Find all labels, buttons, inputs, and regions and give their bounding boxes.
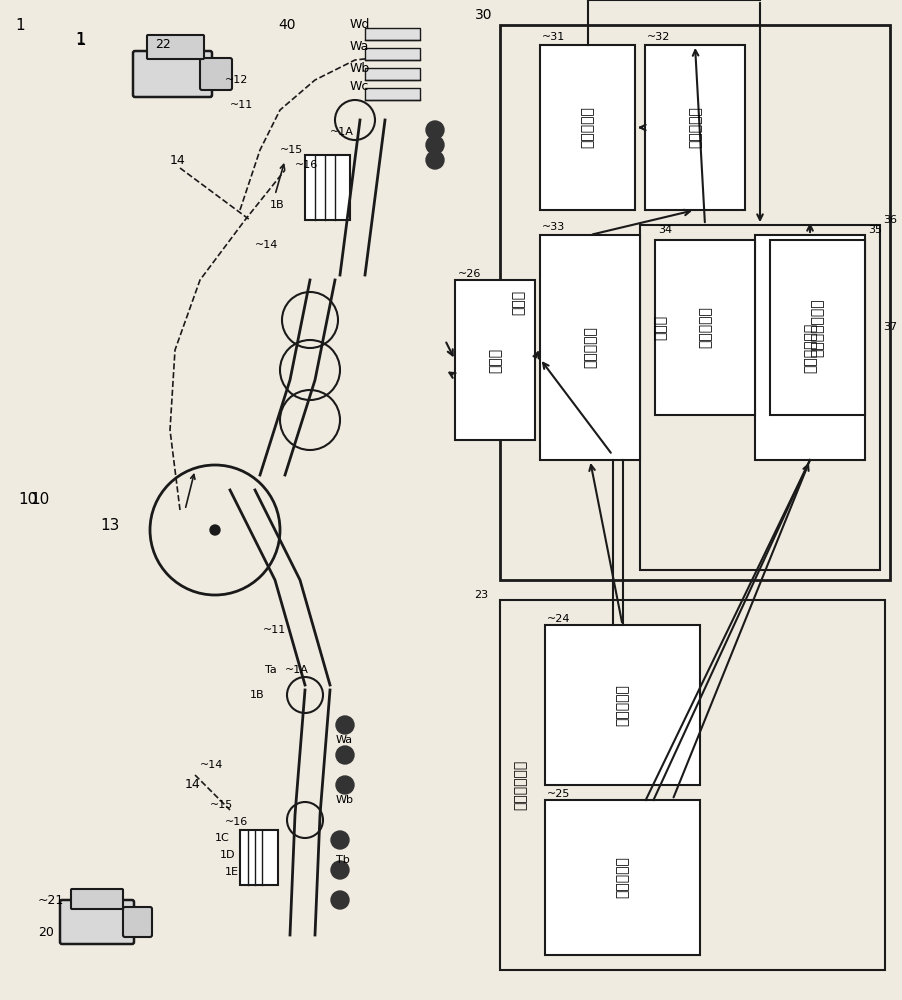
Text: ~31: ~31 — [542, 32, 566, 42]
FancyBboxPatch shape — [133, 51, 212, 97]
Text: 规则设定部: 规则设定部 — [688, 107, 702, 148]
Text: 位移量观测部: 位移量观测部 — [803, 322, 817, 373]
Text: ~32: ~32 — [647, 32, 670, 42]
Text: ~11: ~11 — [263, 625, 286, 635]
FancyBboxPatch shape — [200, 58, 232, 90]
Bar — [645, 45, 745, 210]
Text: 驱动控制部: 驱动控制部 — [581, 107, 594, 148]
Text: 30: 30 — [474, 8, 492, 22]
Text: 34: 34 — [658, 225, 672, 235]
Bar — [545, 625, 700, 785]
Bar — [240, 830, 278, 885]
Bar — [365, 48, 420, 60]
Circle shape — [426, 151, 444, 169]
Text: ~15: ~15 — [210, 800, 234, 810]
Text: 1E: 1E — [225, 867, 239, 877]
Bar — [640, 225, 880, 570]
Bar — [540, 45, 635, 210]
Text: ~16: ~16 — [295, 160, 318, 170]
Text: 输入部: 输入部 — [488, 347, 502, 373]
Text: 35: 35 — [868, 225, 882, 235]
Text: ~33: ~33 — [542, 222, 566, 232]
Text: ~25: ~25 — [547, 789, 570, 799]
Bar — [500, 600, 885, 970]
Text: 14: 14 — [185, 778, 201, 792]
Text: ~1A: ~1A — [285, 665, 308, 675]
Text: 报酬设定部: 报酬设定部 — [698, 307, 712, 348]
Text: Wb: Wb — [350, 62, 370, 75]
Text: 1: 1 — [15, 17, 24, 32]
Text: ~26: ~26 — [458, 269, 482, 279]
Bar — [365, 68, 420, 80]
Text: 22: 22 — [155, 38, 170, 51]
Circle shape — [336, 776, 354, 794]
Text: ~11: ~11 — [230, 100, 253, 110]
Text: 摄像机控制部: 摄像机控制部 — [513, 760, 527, 810]
Text: 10: 10 — [18, 492, 37, 508]
Text: 图像处理部: 图像处理部 — [615, 857, 630, 898]
Bar — [770, 240, 865, 415]
Text: Ta: Ta — [265, 665, 277, 675]
Text: 1C: 1C — [215, 833, 230, 843]
Text: 23: 23 — [474, 590, 488, 600]
Text: Tb: Tb — [336, 855, 350, 865]
Text: 10: 10 — [30, 492, 50, 508]
Circle shape — [331, 831, 349, 849]
Text: ~24: ~24 — [547, 614, 570, 624]
FancyBboxPatch shape — [147, 35, 204, 59]
Text: 37: 37 — [883, 322, 897, 332]
Bar — [365, 88, 420, 100]
Circle shape — [426, 121, 444, 139]
Circle shape — [210, 525, 220, 535]
Bar — [500, 25, 890, 580]
Text: 信息获取部: 信息获取部 — [583, 327, 597, 368]
Text: Wd: Wd — [350, 18, 371, 31]
Bar — [655, 240, 755, 415]
Text: 价値函数更新部: 价値函数更新部 — [811, 298, 824, 357]
Text: 36: 36 — [883, 215, 897, 225]
Bar — [545, 800, 700, 955]
Text: Wc: Wc — [350, 81, 370, 94]
Text: 1: 1 — [75, 31, 86, 49]
FancyBboxPatch shape — [71, 889, 123, 909]
Bar — [455, 280, 535, 440]
Text: ~21: ~21 — [38, 894, 64, 906]
Bar — [305, 155, 350, 220]
Text: 14: 14 — [170, 153, 186, 166]
Text: 1B: 1B — [250, 690, 264, 700]
Text: ~15: ~15 — [280, 145, 303, 155]
Text: ~14: ~14 — [255, 240, 279, 250]
Text: Wa: Wa — [350, 40, 370, 53]
Text: 20: 20 — [38, 926, 54, 938]
Circle shape — [336, 746, 354, 764]
Text: 1: 1 — [75, 32, 85, 47]
Bar — [365, 28, 420, 40]
Text: Wb: Wb — [336, 795, 354, 805]
Circle shape — [331, 861, 349, 879]
Bar — [755, 235, 865, 460]
Text: 1D: 1D — [220, 850, 235, 860]
FancyBboxPatch shape — [123, 907, 152, 937]
Text: 13: 13 — [100, 518, 119, 532]
Circle shape — [336, 716, 354, 734]
Circle shape — [331, 891, 349, 909]
FancyBboxPatch shape — [60, 900, 134, 944]
Text: Wa: Wa — [336, 735, 353, 745]
Circle shape — [426, 136, 444, 154]
Text: 40: 40 — [278, 18, 296, 32]
Text: ~1A: ~1A — [330, 127, 354, 137]
Text: 学习部: 学习部 — [653, 315, 667, 340]
Text: 控制部: 控制部 — [511, 290, 525, 315]
Text: 摄像控制部: 摄像控制部 — [615, 684, 630, 726]
Bar — [540, 235, 640, 460]
Text: ~12: ~12 — [225, 75, 248, 85]
Text: 1B: 1B — [270, 200, 285, 210]
Text: ~14: ~14 — [200, 760, 224, 770]
Text: ~16: ~16 — [225, 817, 248, 827]
